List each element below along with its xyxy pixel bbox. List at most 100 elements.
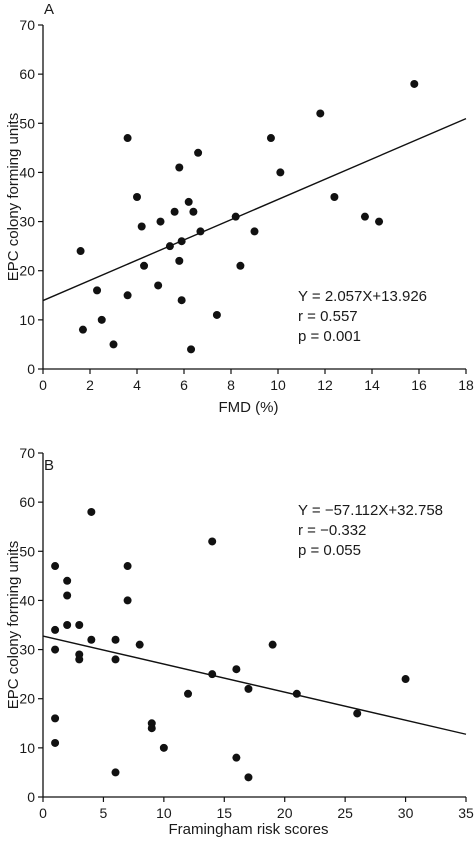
data-point (87, 507, 96, 516)
data-point (156, 217, 165, 226)
data-point (330, 193, 339, 201)
data-point (232, 753, 241, 762)
data-point (159, 743, 168, 752)
x-tick-label: 20 (277, 805, 293, 821)
x-tick-label: 0 (39, 377, 47, 393)
y-tick-label: 10 (19, 312, 35, 328)
data-point (410, 79, 419, 88)
x-tick-label: 35 (458, 805, 474, 821)
x-tick-label: 4 (133, 377, 141, 393)
data-point (63, 621, 72, 629)
x-tick-label: 5 (100, 805, 108, 821)
x-tick-label: 10 (270, 377, 286, 393)
regression-annotation: Y = 2.057X+13.926 (298, 288, 427, 305)
data-point (196, 227, 205, 236)
data-point (184, 197, 193, 206)
data-point (266, 134, 275, 143)
data-point (177, 296, 186, 305)
data-point (189, 207, 198, 216)
data-point (187, 345, 196, 354)
data-point (135, 640, 144, 649)
data-point (175, 256, 184, 265)
x-tick-label: 12 (317, 377, 333, 393)
data-point (401, 675, 410, 684)
y-tick-label: 70 (19, 445, 35, 461)
data-point (51, 645, 60, 654)
panel-label: B (44, 457, 54, 474)
data-point (154, 281, 163, 290)
y-tick-label: 70 (19, 17, 35, 33)
regression-annotation: Y = −57.112X+32.758 (298, 502, 443, 519)
data-point (170, 207, 179, 216)
data-point (111, 768, 120, 777)
x-tick-label: 0 (39, 805, 47, 821)
y-tick-label: 40 (19, 592, 35, 608)
data-point (316, 109, 325, 118)
data-point (140, 261, 149, 270)
y-axis-label: EPC colony forming units (5, 113, 22, 281)
data-point (109, 340, 118, 349)
data-point (212, 310, 221, 319)
data-point (123, 134, 132, 143)
regression-annotation: p = 0.055 (298, 542, 361, 559)
data-point (375, 217, 384, 226)
x-tick-label: 2 (86, 377, 94, 393)
data-point (87, 635, 96, 644)
data-point (76, 247, 85, 256)
y-tick-label: 40 (19, 164, 35, 180)
data-point (268, 640, 277, 649)
data-point (147, 724, 156, 733)
data-point (63, 591, 72, 600)
data-point (276, 168, 285, 177)
data-point (244, 773, 253, 782)
data-point (51, 738, 60, 747)
data-point (231, 212, 240, 221)
regression-line (42, 635, 467, 735)
x-axis-label: Framingham risk scores (168, 821, 328, 838)
data-point (232, 665, 241, 674)
data-point (177, 237, 186, 246)
y-tick-label: 50 (19, 543, 35, 559)
data-point (165, 242, 174, 251)
regression-annotation: r = −0.332 (298, 522, 366, 539)
data-point (93, 286, 102, 295)
data-point (236, 261, 245, 270)
y-tick-label: 20 (19, 263, 35, 279)
data-point (133, 193, 141, 201)
data-point (111, 635, 120, 644)
data-point (184, 689, 193, 698)
regression-line (42, 117, 467, 302)
panel-label: A (44, 1, 54, 18)
data-point (111, 655, 120, 664)
data-point (360, 212, 369, 221)
data-point (63, 576, 72, 585)
data-point (250, 227, 259, 236)
x-tick-label: 15 (216, 805, 232, 821)
y-tick-label: 50 (19, 115, 35, 131)
x-tick-label: 14 (364, 377, 380, 393)
y-tick-label: 0 (27, 789, 35, 805)
x-axis-label: FMD (%) (219, 399, 279, 416)
data-point (194, 148, 203, 157)
data-point (75, 655, 84, 664)
x-tick-label: 16 (411, 377, 427, 393)
regression-annotation: r = 0.557 (298, 308, 358, 325)
data-point (244, 684, 253, 693)
x-tick-label: 18 (458, 377, 474, 393)
x-tick-label: 10 (156, 805, 172, 821)
data-point (137, 222, 146, 231)
y-tick-label: 10 (19, 740, 35, 756)
regression-annotation: p = 0.001 (298, 328, 361, 345)
data-point (75, 621, 84, 629)
y-tick-label: 20 (19, 691, 35, 707)
data-point (175, 163, 184, 172)
x-tick-label: 25 (337, 805, 353, 821)
x-tick-label: 8 (227, 377, 235, 393)
data-point (97, 315, 106, 324)
y-tick-label: 60 (19, 66, 35, 82)
data-point (353, 709, 362, 718)
y-tick-label: 30 (19, 214, 35, 230)
data-point (51, 714, 60, 723)
data-point (51, 562, 60, 571)
